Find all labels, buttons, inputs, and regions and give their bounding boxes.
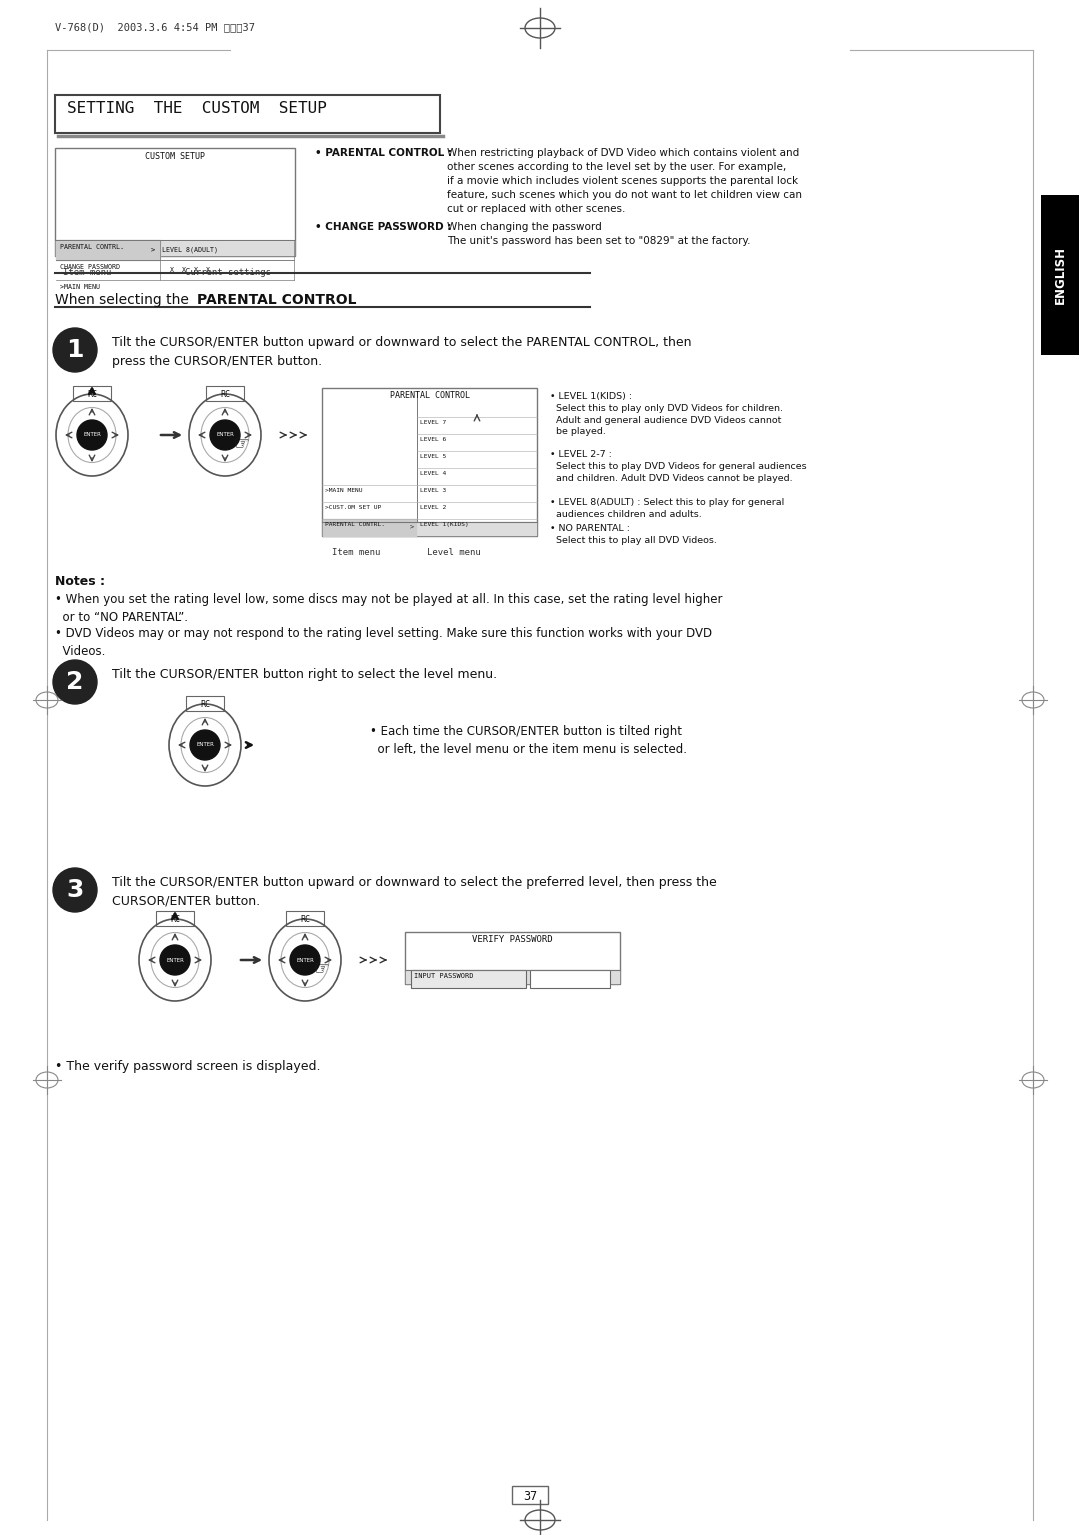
Text: Level menu: Level menu: [427, 548, 481, 557]
FancyBboxPatch shape: [73, 385, 111, 401]
Text: Notes :: Notes :: [55, 576, 105, 588]
FancyBboxPatch shape: [286, 910, 324, 926]
Text: • LEVEL 8(ADULT) : Select this to play for general
  audiences children and adul: • LEVEL 8(ADULT) : Select this to play f…: [550, 497, 784, 519]
Text: RC: RC: [87, 390, 97, 399]
Text: When changing the password: When changing the password: [447, 223, 602, 232]
Text: >: >: [151, 247, 156, 253]
Text: • The verify password screen is displayed.: • The verify password screen is displaye…: [55, 1061, 321, 1073]
Text: Tilt the CURSOR/ENTER button upward or downward to select the preferred level, t: Tilt the CURSOR/ENTER button upward or d…: [112, 876, 717, 909]
Text: • Each time the CURSOR/ENTER button is tilted right
  or left, the level menu or: • Each time the CURSOR/ENTER button is t…: [370, 725, 687, 757]
Text: CHANGE PASSWORD: CHANGE PASSWORD: [60, 264, 120, 270]
Text: 2: 2: [66, 669, 83, 694]
Circle shape: [190, 731, 220, 760]
Text: • LEVEL 1(KIDS) :
  Select this to play only DVD Videos for children.
  Adult an: • LEVEL 1(KIDS) : Select this to play on…: [550, 391, 783, 436]
FancyBboxPatch shape: [206, 385, 244, 401]
Text: >CUST.OM SET UP: >CUST.OM SET UP: [325, 505, 381, 510]
Text: LEVEL 1(KIDS): LEVEL 1(KIDS): [420, 522, 469, 527]
Text: PARENTAL CONTRL.: PARENTAL CONTRL.: [325, 522, 384, 527]
FancyBboxPatch shape: [186, 695, 224, 711]
Text: feature, such scenes which you do not want to let children view can: feature, such scenes which you do not wa…: [447, 190, 802, 200]
Circle shape: [160, 946, 190, 975]
Text: LEVEL 3: LEVEL 3: [420, 488, 446, 493]
Text: LEVEL 8(ADULT): LEVEL 8(ADULT): [162, 247, 218, 253]
Text: The unit's password has been set to "0829" at the factory.: The unit's password has been set to "082…: [447, 236, 751, 246]
Text: >: >: [410, 523, 415, 530]
FancyBboxPatch shape: [512, 1486, 548, 1504]
Text: Tilt the CURSOR/ENTER button right to select the level menu.: Tilt the CURSOR/ENTER button right to se…: [112, 668, 497, 682]
Text: When selecting the: When selecting the: [55, 293, 193, 307]
Text: Item menu: Item menu: [332, 548, 380, 557]
Text: PARENTAL CONTRL.: PARENTAL CONTRL.: [60, 244, 124, 250]
Text: LEVEL 5: LEVEL 5: [420, 454, 446, 459]
Text: ☞: ☞: [233, 434, 249, 451]
Text: RC: RC: [200, 700, 210, 709]
Text: 3: 3: [66, 878, 83, 903]
Circle shape: [53, 660, 97, 705]
Text: ENTER: ENTER: [83, 433, 100, 437]
Text: • DVD Videos may or may not respond to the rating level setting. Make sure this : • DVD Videos may or may not respond to t…: [55, 626, 712, 659]
Text: • PARENTAL CONTROL :: • PARENTAL CONTROL :: [315, 147, 456, 158]
Text: When restricting playback of DVD Video which contains violent and: When restricting playback of DVD Video w…: [447, 147, 799, 158]
FancyBboxPatch shape: [405, 932, 620, 984]
FancyBboxPatch shape: [411, 970, 526, 989]
FancyBboxPatch shape: [322, 388, 537, 536]
Text: LEVEL 4: LEVEL 4: [420, 471, 446, 476]
Text: LEVEL 7: LEVEL 7: [420, 421, 446, 425]
Text: Item menu: Item menu: [63, 269, 111, 276]
Text: LEVEL 2: LEVEL 2: [420, 505, 446, 510]
Text: LEVEL 6: LEVEL 6: [420, 437, 446, 442]
Text: PARENTAL CONTROL: PARENTAL CONTROL: [390, 391, 470, 401]
Text: • LEVEL 2-7 :
  Select this to play DVD Videos for general audiences
  and child: • LEVEL 2-7 : Select this to play DVD Vi…: [550, 450, 807, 482]
Text: cut or replaced with other scenes.: cut or replaced with other scenes.: [447, 204, 625, 213]
Text: VERIFY PASSWORD: VERIFY PASSWORD: [472, 935, 553, 944]
Circle shape: [77, 421, 107, 450]
FancyBboxPatch shape: [55, 147, 295, 256]
Text: Current settings: Current settings: [185, 269, 271, 276]
Circle shape: [291, 946, 320, 975]
Text: RC: RC: [170, 915, 180, 924]
Text: Tilt the CURSOR/ENTER button upward or downward to select the PARENTAL CONTROL, : Tilt the CURSOR/ENTER button upward or d…: [112, 336, 691, 368]
Text: INPUT PASSWORD: INPUT PASSWORD: [414, 973, 473, 979]
FancyBboxPatch shape: [55, 95, 440, 134]
Text: • NO PARENTAL :
  Select this to play all DVD Videos.: • NO PARENTAL : Select this to play all …: [550, 523, 717, 545]
Circle shape: [53, 328, 97, 371]
Text: >MAIN MENU: >MAIN MENU: [60, 284, 100, 290]
Text: CUSTOM SETUP: CUSTOM SETUP: [145, 152, 205, 161]
Text: PARENTAL CONTROL: PARENTAL CONTROL: [197, 293, 356, 307]
Text: • When you set the rating level low, some discs may not be played at all. In thi: • When you set the rating level low, som…: [55, 593, 723, 625]
Text: ENTER: ENTER: [216, 433, 234, 437]
FancyBboxPatch shape: [530, 970, 610, 989]
Text: RC: RC: [220, 390, 230, 399]
Text: V-768(D)  2003.3.6 4:54 PM 페이지37: V-768(D) 2003.3.6 4:54 PM 페이지37: [55, 21, 255, 32]
Text: ENTER: ENTER: [166, 958, 184, 962]
Text: • CHANGE PASSWORD :: • CHANGE PASSWORD :: [315, 223, 455, 232]
Text: ENTER: ENTER: [197, 743, 214, 748]
Circle shape: [53, 867, 97, 912]
Text: ENGLISH: ENGLISH: [1053, 246, 1067, 304]
Text: 1: 1: [66, 338, 84, 362]
Text: X  X  X  X: X X X X: [170, 267, 210, 273]
FancyBboxPatch shape: [156, 910, 194, 926]
Text: if a movie which includes violent scenes supports the parental lock: if a movie which includes violent scenes…: [447, 177, 798, 186]
Circle shape: [210, 421, 240, 450]
Text: 37: 37: [523, 1490, 537, 1503]
Text: RC: RC: [300, 915, 310, 924]
Text: SETTING  THE  CUSTOM  SETUP: SETTING THE CUSTOM SETUP: [67, 101, 327, 117]
Text: ENTER: ENTER: [296, 958, 314, 962]
Text: >MAIN MENU: >MAIN MENU: [325, 488, 363, 493]
Text: ☞: ☞: [313, 959, 329, 976]
Text: other scenes according to the level set by the user. For example,: other scenes according to the level set …: [447, 163, 786, 172]
FancyBboxPatch shape: [1041, 195, 1079, 355]
